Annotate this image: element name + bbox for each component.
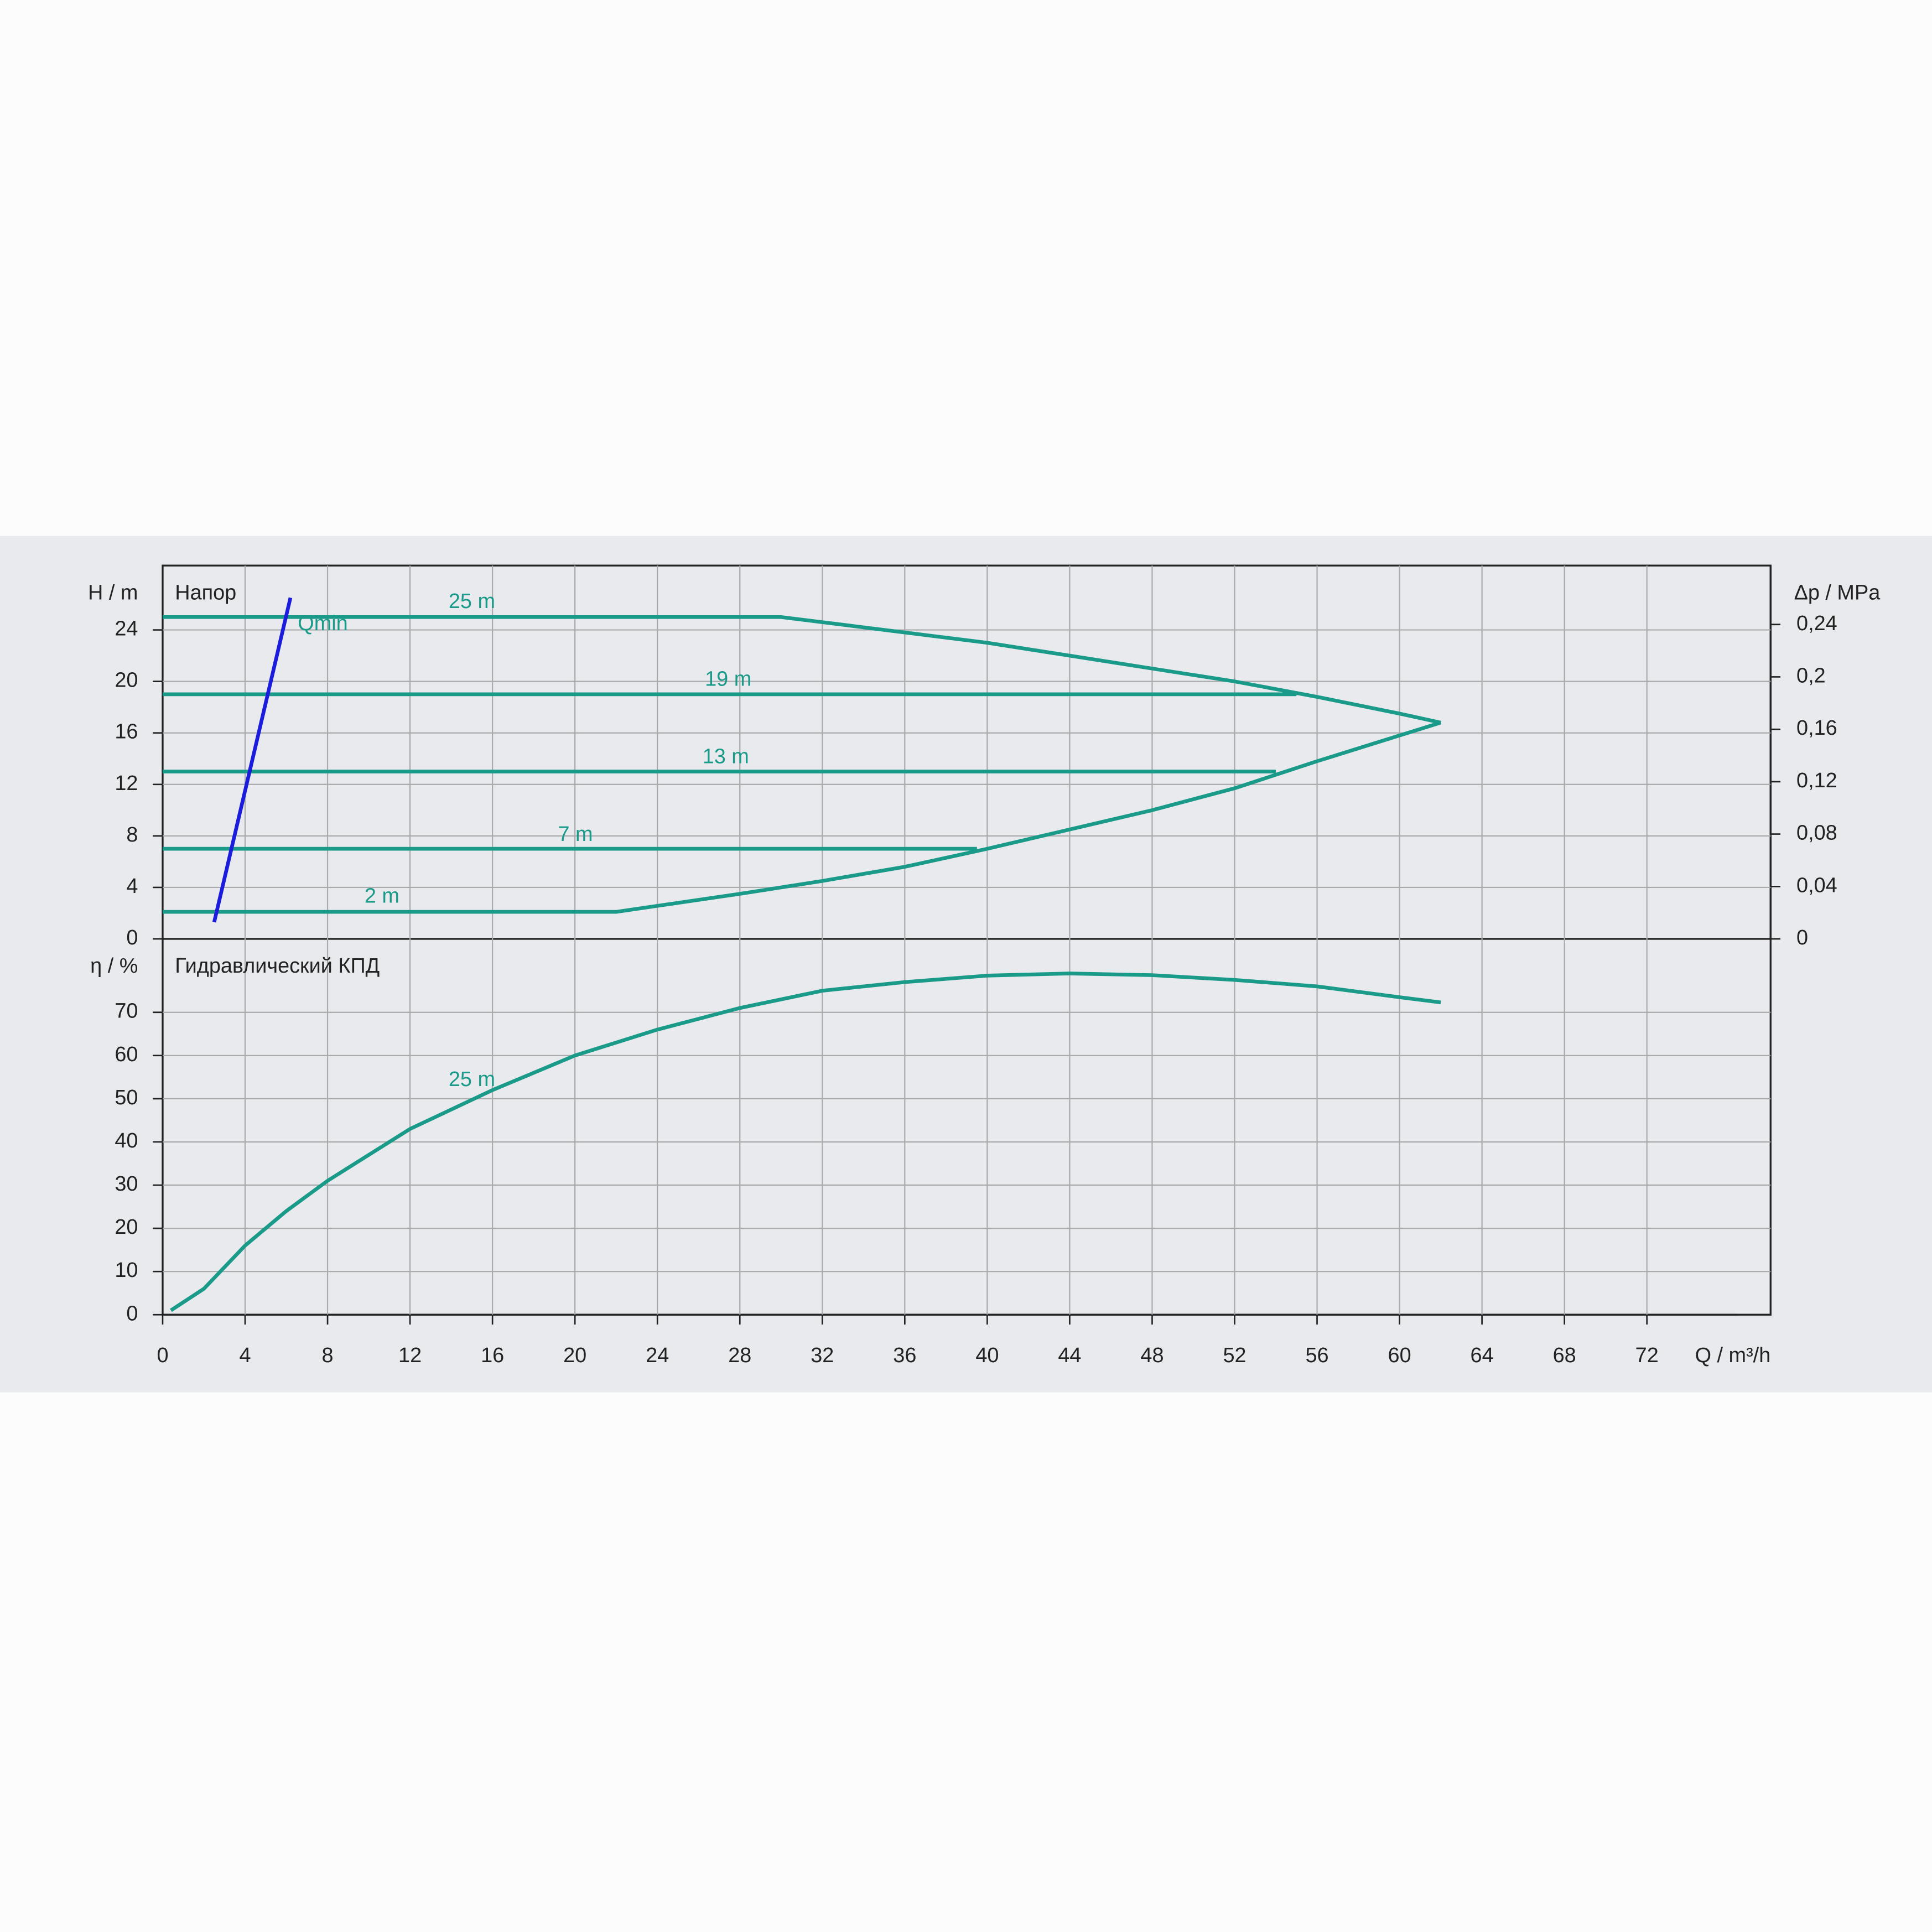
y2-tick-label: 0,16 (1796, 716, 1837, 740)
y2-tick-label: 0,08 (1796, 822, 1837, 845)
x-axis-label: Q / m³/h (1695, 1344, 1771, 1367)
y2-tick-label: 0,12 (1796, 769, 1837, 792)
series-line (162, 615, 1441, 725)
x-tick-label: 68 (1553, 1344, 1576, 1367)
y2-tick-label: 0,04 (1796, 874, 1837, 897)
x-tick-label: 4 (239, 1344, 251, 1367)
x-tick-label: 28 (728, 1344, 751, 1367)
series-label: 7 m (558, 823, 593, 846)
x-tick-label: 52 (1223, 1344, 1246, 1367)
y-tick-label: 40 (115, 1129, 138, 1152)
x-tick-label: 60 (1388, 1344, 1411, 1367)
series-label: Qmin (298, 612, 347, 635)
y2-tick-label: 0,2 (1796, 664, 1826, 687)
series-label: 19 m (705, 667, 751, 690)
y-axis-label: H / m (88, 581, 138, 604)
series-label: 2 m (365, 884, 399, 907)
series-line (212, 597, 293, 923)
x-tick-label: 12 (398, 1344, 422, 1367)
y-tick-label: 12 (115, 772, 138, 795)
y-tick-label: 16 (115, 720, 138, 744)
y-axis-label: η / % (90, 954, 138, 978)
panel-title: Напор (175, 581, 236, 604)
y-tick-label: 30 (115, 1172, 138, 1196)
y-tick-label: 10 (115, 1259, 138, 1282)
series-line (170, 972, 1441, 1312)
series-label: 25 m (449, 590, 495, 613)
series-line (162, 720, 1442, 914)
x-tick-label: 64 (1471, 1344, 1494, 1367)
x-tick-label: 56 (1305, 1344, 1328, 1367)
y-tick-label: 0 (126, 1302, 138, 1325)
x-tick-label: 40 (975, 1344, 999, 1367)
y-tick-label: 70 (115, 1000, 138, 1023)
y-tick-label: 20 (115, 1216, 138, 1239)
y-tick-label: 8 (126, 823, 138, 846)
x-tick-label: 48 (1140, 1344, 1164, 1367)
y-tick-label: 4 (126, 875, 138, 898)
x-tick-label: 24 (646, 1344, 669, 1367)
x-tick-label: 20 (563, 1344, 586, 1367)
x-tick-label: 8 (322, 1344, 334, 1367)
y2-axis-label: Δp / MPa (1794, 581, 1881, 604)
y2-tick-label: 0,24 (1796, 612, 1837, 635)
y-tick-label: 24 (115, 617, 138, 641)
x-tick-label: 36 (893, 1344, 916, 1367)
series-label: 13 m (703, 745, 749, 768)
x-tick-label: 32 (811, 1344, 834, 1367)
x-tick-label: 16 (481, 1344, 504, 1367)
y-tick-label: 0 (126, 926, 138, 949)
x-tick-label: 72 (1635, 1344, 1659, 1367)
y2-tick-label: 0 (1796, 926, 1808, 949)
y-tick-label: 20 (115, 669, 138, 692)
panel-title: Гидравлический КПД (175, 954, 380, 978)
series-label: 25 m (449, 1068, 495, 1091)
y-tick-label: 60 (115, 1043, 138, 1066)
x-tick-label: 44 (1058, 1344, 1081, 1367)
chart-background (0, 536, 1932, 1393)
y-tick-label: 50 (115, 1086, 138, 1109)
x-tick-label: 0 (157, 1344, 168, 1367)
